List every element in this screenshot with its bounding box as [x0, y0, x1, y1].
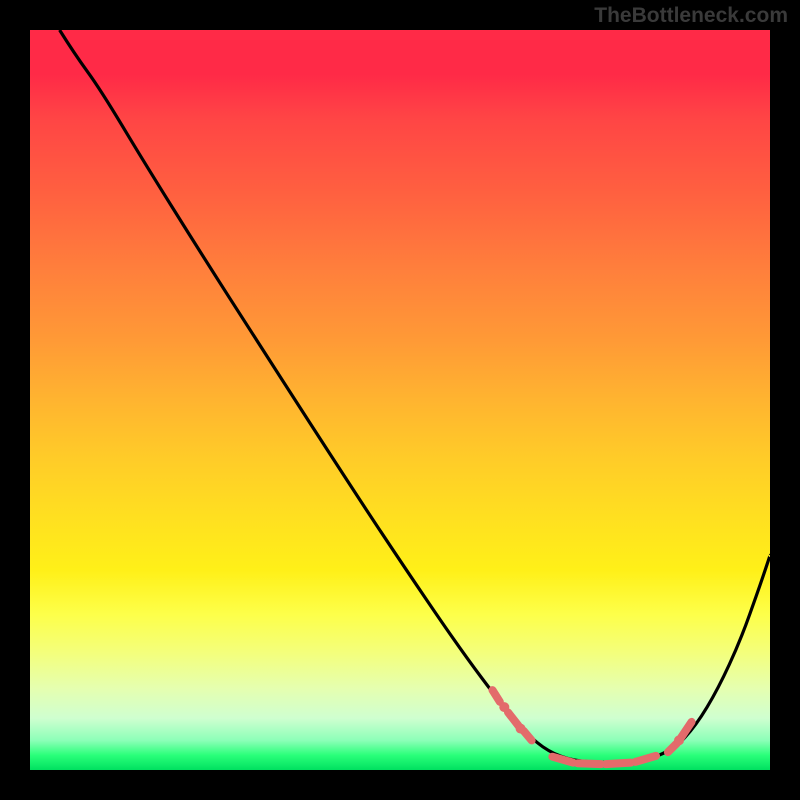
- marker-dash: [552, 757, 573, 763]
- marker-dash: [635, 756, 656, 762]
- marker-dash: [606, 763, 631, 765]
- marker-dot: [516, 724, 526, 734]
- chart-plot-area: [30, 30, 770, 770]
- bottleneck-curve: [60, 30, 770, 762]
- marker-dot: [499, 702, 509, 712]
- marker-dash: [578, 763, 602, 764]
- marker-dash: [524, 731, 532, 741]
- marker-dash: [668, 743, 677, 752]
- marker-dash: [508, 712, 518, 725]
- marker-dash: [681, 722, 691, 738]
- marker-dot: [674, 735, 684, 745]
- chart-svg-layer: [30, 30, 770, 770]
- marker-dash: [493, 690, 500, 702]
- watermark-text: TheBottleneck.com: [594, 4, 788, 28]
